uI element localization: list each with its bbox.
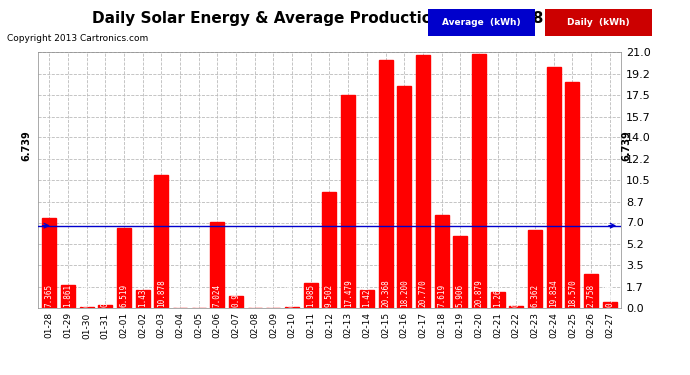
Text: 0.000: 0.000	[269, 284, 278, 306]
Bar	[546, 67, 561, 308]
Text: 0.911: 0.911	[232, 284, 241, 306]
Text: 20.368: 20.368	[381, 279, 390, 306]
Text: 1.861: 1.861	[63, 284, 72, 306]
Text: 9.502: 9.502	[325, 284, 334, 306]
Text: Average  (kWh): Average (kWh)	[442, 18, 520, 27]
Text: 17.479: 17.479	[344, 279, 353, 306]
Text: 6.519: 6.519	[119, 284, 128, 306]
Text: 20.879: 20.879	[475, 279, 484, 306]
Bar	[528, 230, 542, 308]
Text: 7.024: 7.024	[213, 284, 222, 306]
Text: 0.158: 0.158	[512, 284, 521, 306]
Text: 18.570: 18.570	[568, 279, 577, 306]
Bar	[472, 54, 486, 307]
Text: 0.056: 0.056	[82, 284, 91, 306]
Bar	[341, 95, 355, 308]
Bar	[136, 290, 150, 308]
Text: 1.266: 1.266	[493, 284, 502, 306]
Bar	[322, 192, 337, 308]
Bar	[155, 176, 168, 308]
Bar	[509, 306, 523, 308]
Text: 1.426: 1.426	[362, 284, 371, 306]
Text: 7.365: 7.365	[45, 284, 54, 306]
Bar	[360, 290, 374, 308]
Bar	[416, 55, 430, 308]
Bar	[565, 82, 580, 308]
Text: 5.906: 5.906	[456, 284, 465, 306]
Bar	[491, 292, 504, 308]
Bar	[210, 222, 224, 308]
Bar	[61, 285, 75, 308]
Text: 0.186: 0.186	[101, 284, 110, 306]
Bar	[379, 60, 393, 308]
Text: 2.758: 2.758	[586, 284, 595, 306]
Text: 1.439: 1.439	[138, 284, 147, 306]
Text: 0.000: 0.000	[175, 284, 184, 306]
Bar	[42, 218, 56, 308]
Bar	[98, 305, 112, 308]
Text: 1.985: 1.985	[306, 284, 315, 306]
Text: 18.200: 18.200	[400, 279, 408, 306]
Text: 6.739: 6.739	[21, 130, 31, 161]
Text: 0.000: 0.000	[194, 284, 203, 306]
Text: 0.013: 0.013	[288, 284, 297, 306]
Bar	[584, 274, 598, 308]
Bar	[229, 297, 243, 307]
Text: 6.739: 6.739	[622, 130, 631, 161]
Text: 6.362: 6.362	[531, 284, 540, 306]
Bar	[435, 215, 448, 308]
Text: 0.000: 0.000	[250, 284, 259, 306]
Bar	[453, 236, 467, 308]
Text: Copyright 2013 Cartronics.com: Copyright 2013 Cartronics.com	[7, 34, 148, 43]
Bar	[304, 284, 318, 308]
Text: 0.464: 0.464	[605, 284, 614, 306]
Text: 10.878: 10.878	[157, 279, 166, 306]
Bar	[79, 307, 94, 308]
Text: Daily Solar Energy & Average Production Thu Feb 28 07:31: Daily Solar Energy & Average Production …	[92, 11, 598, 26]
Bar	[397, 87, 411, 308]
Bar	[117, 228, 131, 308]
Text: Daily  (kWh): Daily (kWh)	[567, 18, 629, 27]
Text: 20.770: 20.770	[418, 279, 427, 306]
Text: 19.834: 19.834	[549, 279, 558, 306]
Text: 7.619: 7.619	[437, 284, 446, 306]
Bar	[603, 302, 617, 307]
